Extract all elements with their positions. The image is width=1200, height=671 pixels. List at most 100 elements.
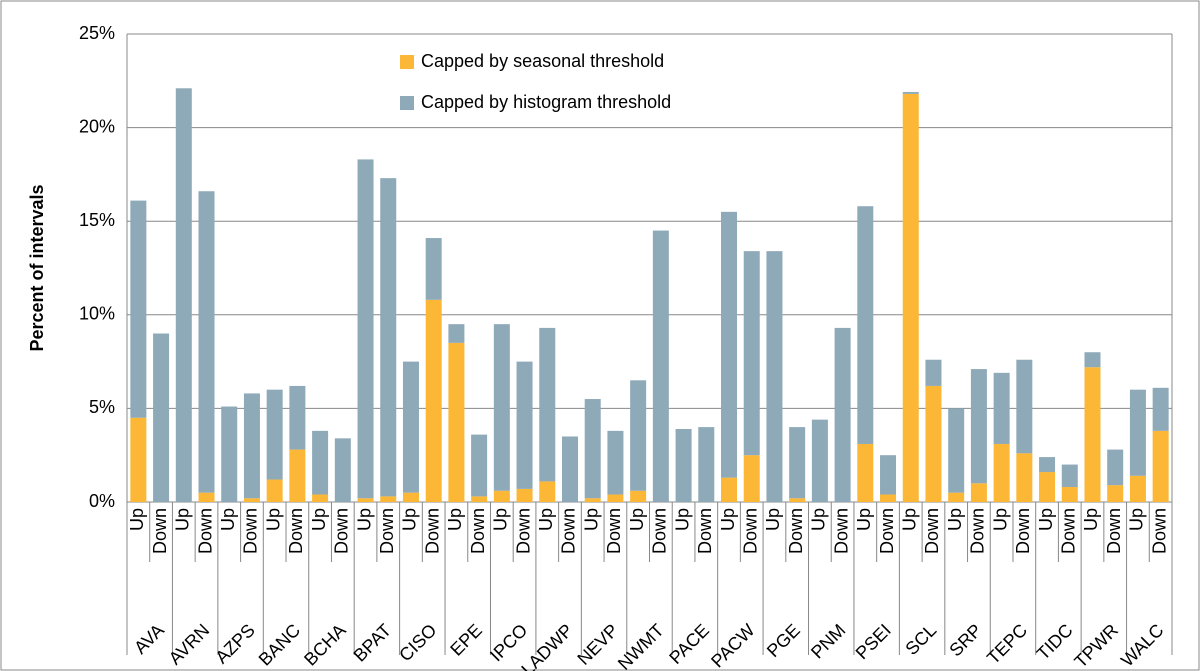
- x-tick-label: Down: [332, 508, 352, 554]
- bar-segment: [857, 206, 874, 444]
- x-tick-label: Down: [831, 508, 851, 554]
- x-tick-label: Up: [945, 508, 965, 531]
- bar-segment: [902, 92, 919, 94]
- bar-segment: [743, 455, 760, 502]
- x-tick-label: Down: [1059, 508, 1079, 554]
- bar-segment: [539, 481, 556, 502]
- x-tick-label: Up: [354, 508, 374, 531]
- bar-segment: [1129, 389, 1146, 476]
- bar-segment: [834, 327, 851, 502]
- bar-segment: [130, 417, 147, 502]
- bar-segment: [221, 406, 238, 502]
- x-tick-label: Down: [468, 508, 488, 554]
- x-tick-label: Up: [627, 508, 647, 531]
- bar-segment: [1039, 472, 1056, 502]
- bar-segment: [357, 159, 374, 499]
- x-tick-label: Up: [900, 508, 920, 531]
- x-tick-label: Down: [877, 508, 897, 554]
- legend-swatch: [400, 55, 414, 69]
- bar-segment: [1152, 387, 1169, 431]
- x-tick-label: Up: [173, 508, 193, 531]
- bar-segment: [1084, 367, 1101, 502]
- bar-segment: [857, 443, 874, 502]
- x-tick-label: Up: [445, 508, 465, 531]
- bar-segment: [811, 419, 828, 502]
- x-tick-label: Down: [1104, 508, 1124, 554]
- bar-segment: [1061, 464, 1078, 488]
- bar-segment: [425, 238, 442, 300]
- bar-segment: [334, 438, 351, 502]
- bar-segment: [948, 492, 965, 502]
- bar-segment: [630, 380, 647, 491]
- x-tick-label: Up: [218, 508, 238, 531]
- bar-segment: [970, 483, 987, 502]
- x-tick-label: Up: [1127, 508, 1147, 531]
- bar-segment: [425, 299, 442, 502]
- bar-segment: [380, 496, 397, 502]
- x-tick-label: Down: [604, 508, 624, 554]
- x-tick-label: Down: [559, 508, 579, 554]
- bar-segment: [970, 369, 987, 484]
- x-tick-label: Down: [968, 508, 988, 554]
- bar-segment: [516, 488, 533, 502]
- x-tick-label: Down: [695, 508, 715, 554]
- bar-segment: [993, 443, 1010, 502]
- y-tick-label: 15%: [79, 210, 115, 230]
- y-tick-label: 0%: [89, 491, 115, 511]
- x-tick-label: Down: [1013, 508, 1033, 554]
- bar-segment: [153, 333, 170, 502]
- x-tick-label: Down: [286, 508, 306, 554]
- x-tick-label: Up: [491, 508, 511, 531]
- y-tick-label: 25%: [79, 23, 115, 43]
- x-tick-label: Down: [922, 508, 942, 554]
- x-tick-label: Up: [763, 508, 783, 531]
- bar-segment: [130, 200, 147, 418]
- bar-segment: [743, 251, 760, 456]
- bar-segment: [993, 372, 1010, 444]
- x-tick-label: Down: [195, 508, 215, 554]
- bar-segment: [925, 359, 942, 386]
- x-tick-label: Up: [127, 508, 147, 531]
- bar-segment: [493, 324, 510, 491]
- bar-segment: [1084, 352, 1101, 368]
- x-tick-label: Up: [854, 508, 874, 531]
- x-tick-label: Up: [809, 508, 829, 531]
- bar-segment: [1016, 359, 1033, 454]
- x-tick-label: Down: [150, 508, 170, 554]
- x-tick-label: Down: [422, 508, 442, 554]
- bar-segment: [1107, 449, 1124, 486]
- bar-segment: [789, 427, 806, 499]
- bar-segment: [471, 434, 488, 497]
- bar-segment: [948, 408, 965, 493]
- x-tick-label: Up: [1081, 508, 1101, 531]
- x-tick-label: Up: [581, 508, 601, 531]
- x-tick-label: Up: [309, 508, 329, 531]
- bar-segment: [243, 393, 260, 499]
- bar-segment: [289, 449, 306, 502]
- bar-segment: [312, 430, 329, 495]
- bar-segment: [516, 361, 533, 489]
- x-tick-label: Up: [990, 508, 1010, 531]
- x-tick-label: Up: [400, 508, 420, 531]
- y-tick-label: 20%: [79, 116, 115, 136]
- bar-segment: [266, 389, 283, 480]
- bar-segment: [880, 494, 897, 502]
- bar-segment: [584, 399, 601, 499]
- x-tick-label: Down: [1149, 508, 1169, 554]
- bar-segment: [675, 428, 692, 502]
- bar-segment: [198, 492, 215, 502]
- legend-label: Capped by histogram threshold: [421, 92, 671, 112]
- bar-segment: [721, 477, 738, 502]
- bar-segment: [880, 455, 897, 495]
- bar-segment: [584, 498, 601, 502]
- bar-segment: [652, 230, 669, 502]
- bar-segment: [607, 430, 624, 495]
- bar-segment: [266, 479, 283, 502]
- bar-segment: [1016, 453, 1033, 502]
- bar-segment: [471, 496, 488, 502]
- bar-segment: [243, 498, 260, 502]
- y-tick-label: 10%: [79, 304, 115, 324]
- x-tick-label: Down: [513, 508, 533, 554]
- bar-segment: [1039, 457, 1056, 473]
